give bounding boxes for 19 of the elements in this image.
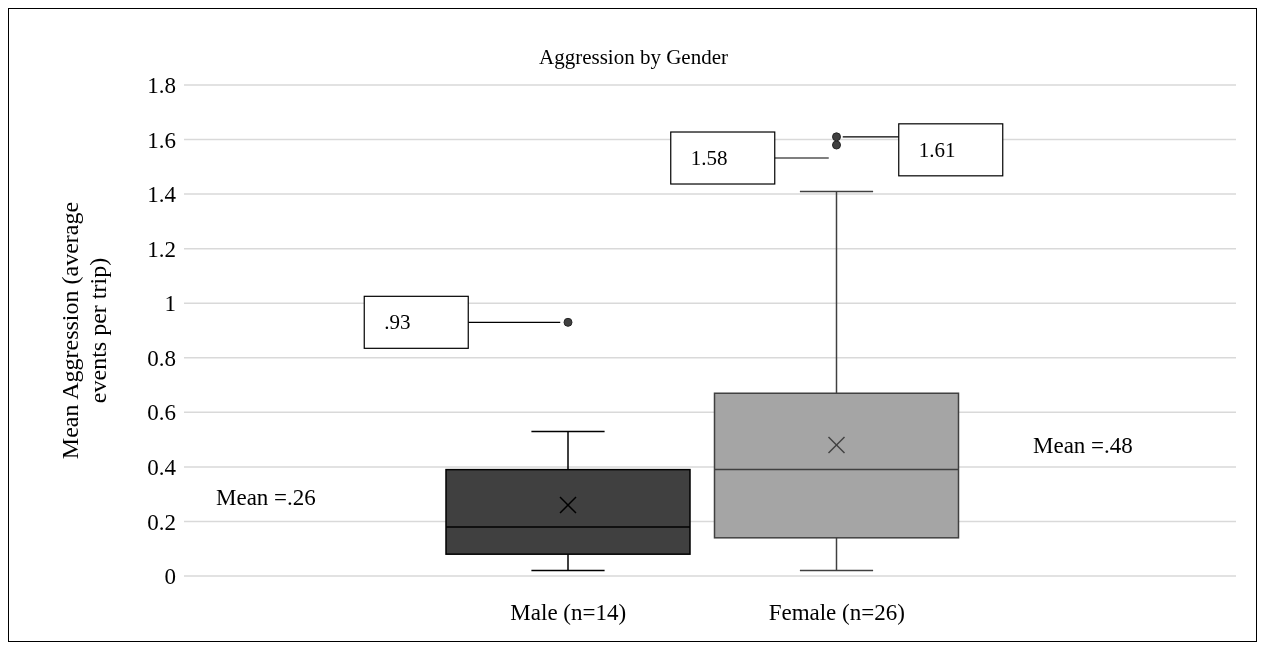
y-axis-title: Mean Aggression (average events per trip) (57, 201, 111, 460)
y-tick-label: 0.8 (147, 345, 176, 371)
annotation: Mean =.48 (1029, 433, 1137, 459)
y-tick-label: 0.2 (147, 509, 176, 535)
chart-title: Aggression by Gender (538, 45, 729, 70)
y-tick-label: 1 (164, 291, 176, 317)
y-tick-label: 1.6 (147, 127, 176, 153)
y-tick-label: 1.2 (147, 236, 176, 262)
y-tick-label: 0.4 (147, 455, 177, 481)
y-tick-label: 1.4 (147, 182, 177, 208)
y-tick-label: 1.8 (147, 73, 176, 99)
annotation: 1.61 (918, 137, 956, 162)
annotation: Mean =.26 (212, 485, 320, 511)
x-tick-label: Male (n=14) (510, 600, 627, 626)
annotation: .93 (384, 310, 411, 335)
annotation: 1.58 (690, 146, 728, 171)
y-tick-label: 0.6 (147, 400, 176, 426)
y-tick-label: 0 (164, 564, 176, 590)
x-tick-label: Female (n=26) (768, 600, 905, 626)
